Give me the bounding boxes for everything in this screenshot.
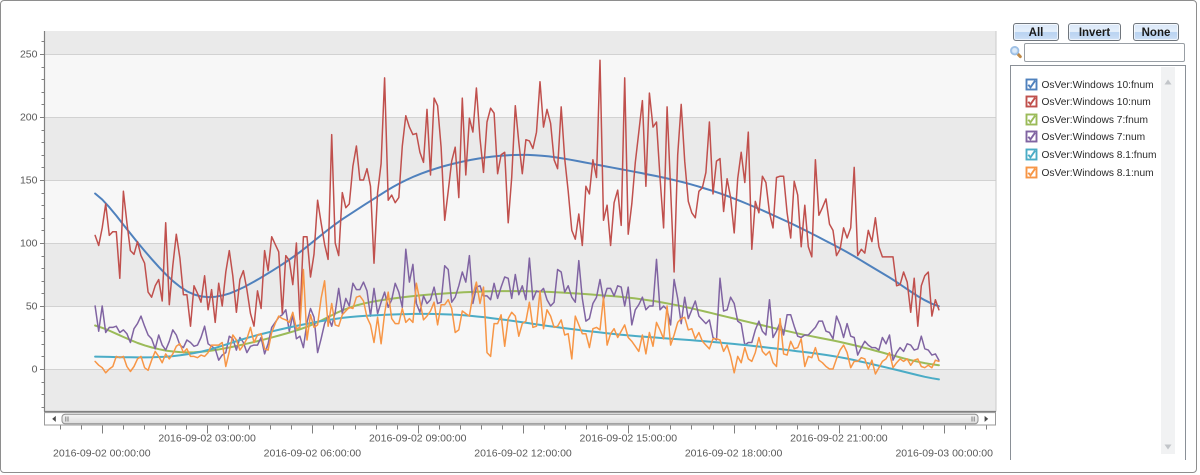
svg-text:2016-09-03 00:00:00: 2016-09-03 00:00:00 [895,448,993,460]
svg-text:50: 50 [26,301,38,313]
svg-text:2016-09-02 15:00:00: 2016-09-02 15:00:00 [580,433,678,445]
svg-text:2016-09-02 03:00:00: 2016-09-02 03:00:00 [158,433,256,445]
svg-text:0: 0 [32,364,38,376]
svg-text:2016-09-02 06:00:00: 2016-09-02 06:00:00 [264,448,362,460]
svg-text:100: 100 [20,238,38,250]
svg-text:200: 200 [20,112,38,124]
svg-text:2016-09-02 09:00:00: 2016-09-02 09:00:00 [369,433,467,445]
svg-text:2016-09-02 12:00:00: 2016-09-02 12:00:00 [474,448,572,460]
svg-text:2016-09-02 18:00:00: 2016-09-02 18:00:00 [685,448,783,460]
svg-text:150: 150 [20,175,38,187]
svg-text:2016-09-02 21:00:00: 2016-09-02 21:00:00 [790,433,888,445]
svg-text:250: 250 [20,49,38,61]
svg-text:2016-09-02 00:00:00: 2016-09-02 00:00:00 [53,448,151,460]
